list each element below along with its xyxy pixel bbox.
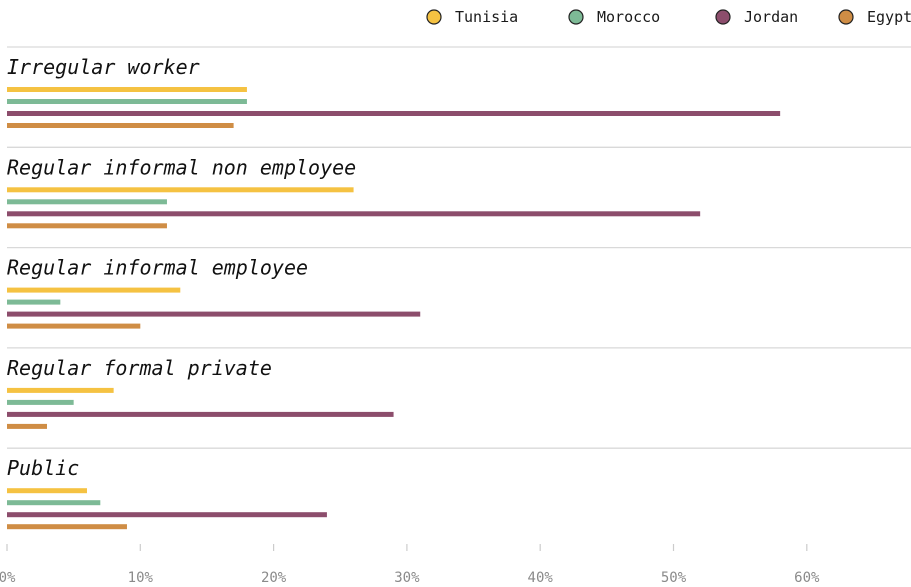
category-label-regular-formal-private: Regular formal private xyxy=(7,356,272,380)
legend-label-egypt: Egypt xyxy=(867,8,911,26)
x-tick-label: 50% xyxy=(661,570,687,586)
bar-jordan-regular-informal-employee xyxy=(7,311,421,317)
bar-jordan-public xyxy=(7,512,327,518)
bar-jordan-irregular-worker xyxy=(7,111,781,116)
category-label-regular-informal-employee: Regular informal employee xyxy=(7,256,308,280)
category-label-regular-informal-non-employee: Regular informal non employee xyxy=(7,155,356,179)
bar-egypt-regular-informal-employee xyxy=(7,323,141,329)
bar-tunisia-regular-formal-private xyxy=(7,387,114,393)
bar-morocco-irregular-worker xyxy=(7,99,247,104)
bar-tunisia-regular-informal-employee xyxy=(7,287,181,293)
legend-marker-egypt xyxy=(838,9,854,25)
bar-tunisia-regular-informal-non-employee xyxy=(7,187,354,193)
category-label-irregular-worker: Irregular worker xyxy=(7,55,200,79)
x-tick-label: 10% xyxy=(128,570,154,586)
bar-egypt-public xyxy=(7,524,127,530)
legend: Tunisia Morocco Jordan Egypt xyxy=(426,8,911,26)
bar-egypt-regular-formal-private xyxy=(7,423,47,429)
bar-egypt-regular-informal-non-employee xyxy=(7,223,167,229)
legend-marker-tunisia xyxy=(426,9,442,25)
x-tick-label: 20% xyxy=(261,570,287,586)
x-axis: 0% 10% 20% 30% 40% 50% 60% xyxy=(0,544,820,586)
bar-tunisia-irregular-worker xyxy=(7,87,247,92)
bar-morocco-regular-informal-non-employee xyxy=(7,199,167,205)
category-groups: Irregular worker Regular informal non emp… xyxy=(7,46,911,530)
x-tick-label: 60% xyxy=(794,570,820,586)
legend-label-morocco: Morocco xyxy=(597,8,660,26)
bar-jordan-regular-informal-non-employee xyxy=(7,211,701,217)
bar-morocco-regular-formal-private xyxy=(7,399,74,405)
x-tick-label: 30% xyxy=(394,570,420,586)
bar-jordan-regular-formal-private xyxy=(7,411,394,417)
legend-marker-jordan xyxy=(715,9,731,25)
bar-tunisia-public xyxy=(7,488,87,494)
x-tick-label: 40% xyxy=(528,570,554,586)
bar-egypt-irregular-worker xyxy=(7,123,234,128)
legend-label-jordan: Jordan xyxy=(744,8,798,26)
bar-morocco-regular-informal-employee xyxy=(7,299,61,305)
legend-marker-morocco xyxy=(568,9,584,25)
legend-label-tunisia: Tunisia xyxy=(455,8,518,26)
category-label-public: Public xyxy=(7,456,79,480)
x-tick-label: 0% xyxy=(0,570,16,586)
bar-morocco-public xyxy=(7,500,101,506)
